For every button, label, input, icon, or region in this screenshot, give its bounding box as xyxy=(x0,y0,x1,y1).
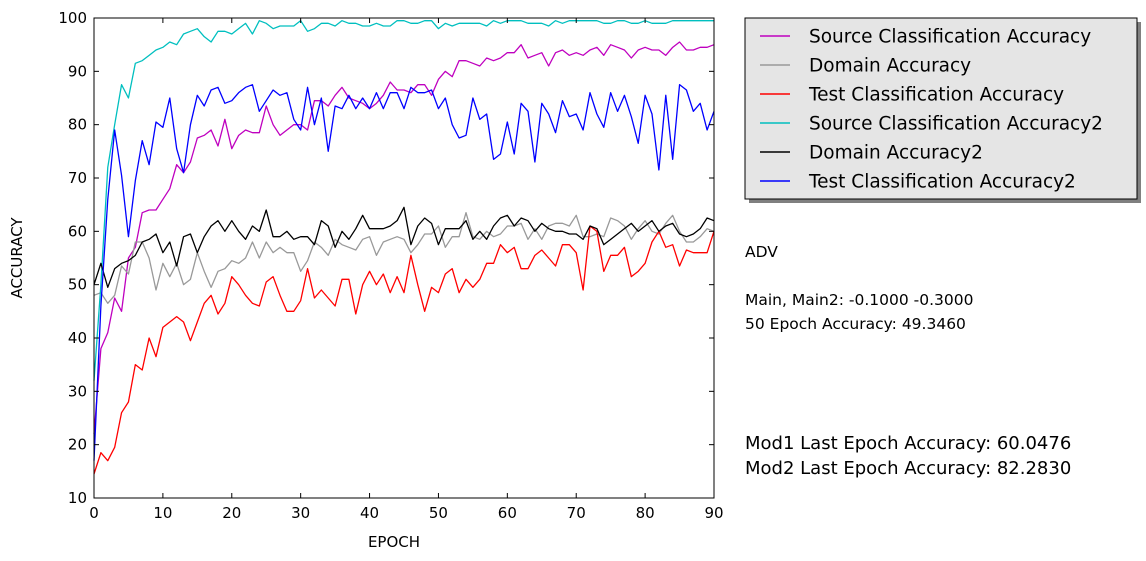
y-tick-label: 10 xyxy=(68,489,87,507)
mod2-accuracy-note: Mod2 Last Epoch Accuracy: 82.2830 xyxy=(745,458,1072,479)
y-tick-label: 90 xyxy=(68,62,87,80)
epoch-accuracy-note: 50 Epoch Accuracy: 49.3460 xyxy=(745,315,966,333)
y-tick-label: 20 xyxy=(68,436,87,454)
series-line-6 xyxy=(93,84,715,461)
x-axis-title: EPOCH xyxy=(368,533,420,551)
y-axis-title: ACCURACY xyxy=(8,217,26,299)
y-tick-label: 40 xyxy=(68,329,87,347)
series-line-4 xyxy=(93,20,714,381)
y-tick-label: 50 xyxy=(68,276,87,294)
series-line-3 xyxy=(93,225,715,475)
x-tick-label: 90 xyxy=(704,504,723,522)
x-tick-label: 80 xyxy=(636,504,655,522)
legend-label-1: Source Classification Accuracy xyxy=(809,27,1091,48)
x-tick-label: 30 xyxy=(291,504,310,522)
x-tick-label: 50 xyxy=(429,504,448,522)
y-tick-label: 80 xyxy=(68,116,87,134)
y-tick-label: 70 xyxy=(68,169,87,187)
x-tick-label: 40 xyxy=(360,504,379,522)
y-tick-label: 60 xyxy=(68,222,87,240)
series-line-1 xyxy=(93,41,715,435)
legend-entries: Source Classification Accuracy Domain Acc… xyxy=(760,27,1103,193)
legend: Source Classification Accuracy Domain Acc… xyxy=(744,17,1141,203)
x-tick-label: 20 xyxy=(222,504,241,522)
x-tick-label: 0 xyxy=(89,504,99,522)
x-tick-label: 60 xyxy=(498,504,517,522)
y-tick-label: 30 xyxy=(68,382,87,400)
legend-label-4: Source Classification Accuracy2 xyxy=(809,114,1103,135)
run-tag: ADV xyxy=(745,243,778,261)
legend-label-6: Test Classification Accuracy2 xyxy=(808,172,1076,193)
plot-frame xyxy=(93,17,715,499)
legend-label-5: Domain Accuracy2 xyxy=(809,143,983,164)
legend-label-2: Domain Accuracy xyxy=(809,56,971,77)
x-tick-label: 70 xyxy=(567,504,586,522)
mod1-accuracy-note: Mod1 Last Epoch Accuracy: 60.0476 xyxy=(745,433,1072,454)
series-line-5 xyxy=(93,206,715,288)
legend-box xyxy=(744,17,1138,200)
plot-series-group xyxy=(93,20,715,475)
legend-label-3: Test Classification Accuracy xyxy=(808,85,1064,106)
main-weights-note: Main, Main2: -0.1000 -0.3000 xyxy=(745,291,974,309)
x-tick-label: 10 xyxy=(153,504,172,522)
y-tick-label: 100 xyxy=(58,9,87,27)
